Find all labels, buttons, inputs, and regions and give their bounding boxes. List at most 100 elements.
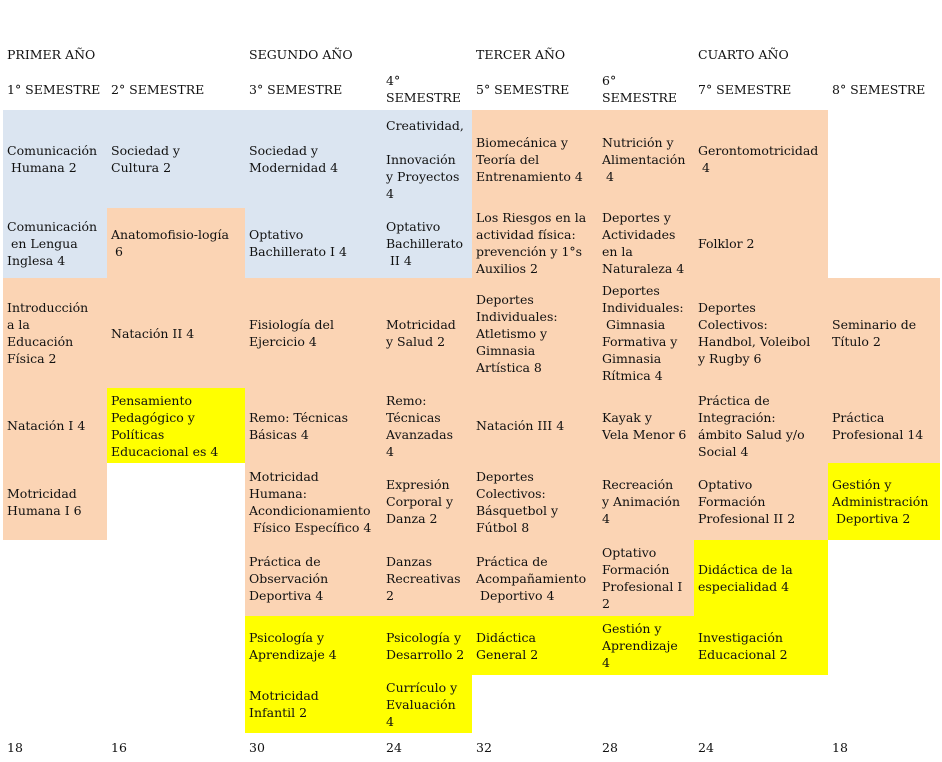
course-cell: Deportes Individuales: Atletismo y Gimna… — [472, 278, 598, 388]
course-cell: Motricidad y Salud 2 — [382, 278, 472, 388]
course-cell: Optativo Formación Profesional I 2 — [598, 540, 694, 616]
course-cell: Psicología y Desarrollo 2 — [382, 616, 472, 675]
course-name: Práctica de Observación Deportiva 4 — [249, 553, 329, 603]
semester-header: 7° SEMESTRE — [698, 72, 791, 106]
course-cell: Práctica de Observación Deportiva 4 — [245, 540, 382, 616]
course-name: Didáctica de la especialidad 4 — [698, 562, 793, 594]
course-cell: Nutrición y Alimentación 4 — [598, 110, 694, 208]
semester-header: 3° SEMESTRE — [249, 72, 342, 106]
course-name: Sociedad y Cultura 2 — [111, 143, 180, 175]
course-name: Comunicación en Lengua Inglesa 4 — [7, 218, 98, 268]
course-name: Fisiología del Ejercicio 4 — [249, 317, 334, 349]
course-cell: Optativo Bachillerato I 4 — [245, 208, 382, 278]
course-name: Natación III 4 — [476, 418, 565, 433]
course-cell: Los Riesgos en la actividad física: prev… — [472, 208, 598, 278]
semester-credit-total: 30 — [249, 740, 265, 755]
course-name: Optativo Bachillerato I 4 — [249, 227, 347, 259]
course-cell: Remo: Técnicas Básicas 4 — [245, 388, 382, 463]
semester-label: 2° SEMESTRE — [111, 81, 205, 97]
year-header: TERCER AÑO — [476, 47, 566, 62]
course-name: Optativo Formación Profesional I 2 — [602, 545, 683, 611]
semester-label: 5° SEMESTRE — [476, 81, 570, 97]
course-name: Didáctica General 2 — [476, 629, 539, 662]
semester-header: 1° SEMESTRE — [7, 72, 100, 106]
course-name: Pensamiento Pedagógico y Políticas Educa… — [111, 392, 219, 459]
semester-label: 4° SEMESTRE — [386, 73, 462, 105]
semester-credit-total: 32 — [476, 740, 492, 755]
semester-credit-total: 18 — [7, 740, 23, 755]
course-name: Deportes Colectivos: Básquetbol y Fútbol… — [476, 468, 559, 535]
course-cell: Deportes Colectivos: Handbol, Voleibol y… — [694, 278, 828, 388]
course-name: Los Riesgos en la actividad física: prev… — [476, 210, 587, 276]
semester-label: 8° SEMESTRE — [832, 81, 926, 97]
year-header: SEGUNDO AÑO — [249, 47, 353, 62]
course-cell: Fisiología del Ejercicio 4 — [245, 278, 382, 388]
course-name: Remo: Técnicas Avanzadas 4 — [386, 392, 453, 459]
course-name: Gestión y Aprendizaje 4 — [602, 621, 678, 670]
semester-credit-total: 24 — [698, 740, 714, 755]
course-name: Kayak y Vela Menor 6 — [602, 409, 687, 442]
course-name: Deportes Individuales: Gimnasia Formativ… — [602, 283, 684, 383]
course-cell: Folklor 2 — [694, 208, 828, 278]
course-cell: Danzas Recreativas 2 — [382, 540, 472, 616]
semester-label: 3° SEMESTRE — [249, 81, 343, 97]
course-cell: Comunicación en Lengua Inglesa 4 — [3, 208, 107, 278]
semester-credit-total: 16 — [111, 740, 127, 755]
course-name: Anatomofisio-logía 6 — [111, 227, 229, 259]
semester-header: 4° SEMESTRE — [386, 72, 461, 106]
semester-label: 1° SEMESTRE — [7, 81, 101, 97]
year-header: CUARTO AÑO — [698, 47, 789, 62]
course-cell: Gerontomotricidad 4 — [694, 110, 828, 208]
course-cell: Anatomofisio-logía 6 — [107, 208, 245, 278]
course-cell: Motricidad Humana: Acondicionamiento Fís… — [245, 463, 382, 540]
semester-header: 8° SEMESTRE — [832, 72, 925, 106]
course-cell: Gestión y Aprendizaje 4 — [598, 616, 694, 675]
course-name: Danzas Recreativas 2 — [386, 553, 461, 603]
course-name: Gerontomotricidad 4 — [698, 143, 819, 175]
course-cell: Biomecánica y Teoría del Entrenamiento 4 — [472, 110, 598, 208]
course-name: Optativo Formación Profesional II 2 — [698, 477, 796, 526]
course-name: Creatividad, Innovación y Proyectos 4 — [386, 117, 464, 201]
course-cell: Introducción a la Educación Física 2 — [3, 278, 107, 388]
course-cell: Pensamiento Pedagógico y Políticas Educa… — [107, 388, 245, 463]
course-name: Currículo y Evaluación 4 — [386, 679, 458, 729]
course-name: Motricidad Humana: Acondicionamiento Fís… — [249, 468, 372, 535]
course-cell: Currículo y Evaluación 4 — [382, 675, 472, 733]
course-cell: Natación II 4 — [107, 278, 245, 388]
course-name: Gestión y Administración Deportiva 2 — [832, 477, 929, 526]
course-name: Recreación y Animación 4 — [602, 477, 680, 526]
semester-credit-total: 24 — [386, 740, 402, 755]
course-name: Psicología y Aprendizaje 4 — [249, 629, 337, 662]
course-cell: Seminario de Título 2 — [828, 278, 940, 388]
course-name: Natación II 4 — [111, 325, 195, 341]
course-name: Motricidad Humana I 6 — [7, 485, 82, 518]
course-name: Folklor 2 — [698, 235, 755, 251]
course-cell: Deportes Colectivos: Básquetbol y Fútbol… — [472, 463, 598, 540]
course-name: Motricidad Infantil 2 — [249, 688, 319, 720]
semester-header: 6° SEMESTRE — [602, 72, 677, 106]
course-name: Práctica Profesional 14 — [832, 409, 924, 442]
course-name: Biomecánica y Teoría del Entrenamiento 4 — [476, 134, 583, 184]
course-name: Práctica de Integración: ámbito Salud y/… — [698, 392, 805, 459]
course-cell: Expresión Corporal y Danza 2 — [382, 463, 472, 540]
course-name: Deportes Individuales: Atletismo y Gimna… — [476, 291, 558, 375]
course-cell: Sociedad y Cultura 2 — [107, 110, 245, 208]
course-cell: Creatividad, Innovación y Proyectos 4 — [382, 110, 472, 208]
course-cell: Práctica Profesional 14 — [828, 388, 940, 463]
year-header: PRIMER AÑO — [7, 47, 96, 62]
course-name: Remo: Técnicas Básicas 4 — [249, 409, 349, 442]
course-cell: Optativo Bachillerato II 4 — [382, 208, 472, 278]
course-cell: Natación III 4 — [472, 388, 598, 463]
course-name: Natación I 4 — [7, 418, 86, 433]
course-cell: Natación I 4 — [3, 388, 107, 463]
course-cell: Sociedad y Modernidad 4 — [245, 110, 382, 208]
course-name: Sociedad y Modernidad 4 — [249, 143, 339, 175]
semester-credit-total: 18 — [832, 740, 848, 755]
course-cell: Gestión y Administración Deportiva 2 — [828, 463, 940, 540]
course-name: Optativo Bachillerato II 4 — [386, 218, 464, 268]
course-cell: Motricidad Infantil 2 — [245, 675, 382, 733]
course-cell: Psicología y Aprendizaje 4 — [245, 616, 382, 675]
course-name: Práctica de Acompañamiento Deportivo 4 — [476, 553, 587, 603]
course-cell: Comunicación Humana 2 — [3, 110, 107, 208]
